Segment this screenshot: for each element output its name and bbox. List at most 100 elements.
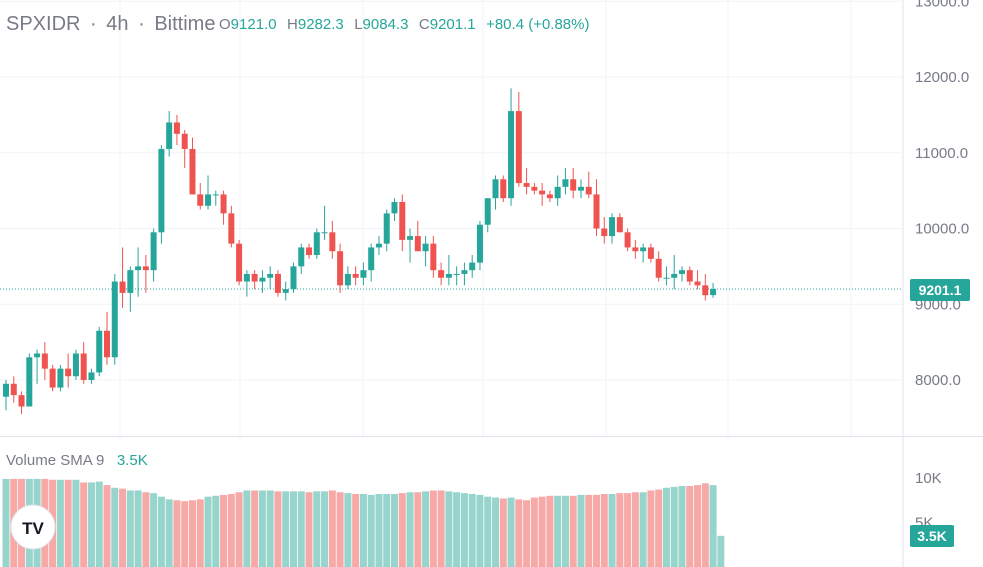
candle-down — [647, 247, 654, 259]
price-tick-label: 8000.0 — [915, 372, 961, 389]
volume-bar — [359, 494, 367, 567]
volume-bar — [445, 491, 453, 567]
candle-up — [96, 330, 103, 373]
volume-bar — [406, 492, 414, 567]
exchange-name[interactable]: Bittime — [154, 13, 215, 35]
candle-down — [632, 247, 639, 252]
candle-down — [655, 258, 662, 278]
volume-bar — [655, 489, 663, 567]
candle-up — [72, 353, 79, 377]
volume-bar — [157, 496, 165, 567]
volume-bar — [251, 490, 259, 567]
candle-down — [306, 247, 313, 256]
last-price-badge: 9201.1 — [910, 279, 970, 301]
candle-down — [539, 190, 546, 195]
interval-label[interactable]: 4h — [106, 13, 128, 35]
volume-bar — [181, 501, 189, 567]
candle-up — [166, 122, 173, 149]
candle-up — [422, 243, 429, 252]
candle-up — [375, 243, 382, 248]
candle-up — [577, 186, 584, 191]
volume-bar — [391, 494, 398, 567]
volume-bar — [383, 494, 391, 567]
candle-up — [298, 247, 305, 267]
volume-bar — [624, 493, 632, 567]
candle-down — [329, 232, 336, 252]
volume-bar — [546, 495, 554, 567]
candle-up — [710, 289, 717, 296]
candle-up — [407, 236, 414, 240]
volume-bar — [204, 496, 212, 567]
volume-bar — [554, 495, 562, 567]
candle-down — [546, 194, 553, 199]
high-value: 9282.3 — [298, 16, 344, 33]
volume-bar — [414, 492, 422, 567]
volume-bar — [686, 486, 694, 567]
candle-up — [678, 270, 685, 274]
chart-header-legend[interactable]: SPXIDR · 4h · Bittime O9121.0 H9282.3 L9… — [6, 13, 589, 35]
candle-up — [158, 148, 165, 233]
volume-bar — [670, 486, 678, 567]
candle-up — [609, 217, 616, 237]
volume-bar — [507, 497, 515, 567]
candle-up — [469, 262, 476, 271]
volume-legend[interactable]: Volume SMA 9 3.5K — [6, 452, 148, 469]
candle-down — [189, 148, 196, 195]
volume-bar — [103, 485, 111, 567]
candle-up — [290, 266, 297, 290]
candle-up — [259, 277, 266, 282]
change-value: +80.4 (+0.88%) — [486, 16, 589, 33]
volume-bar — [289, 491, 297, 567]
volume-badge-text: 3.5K — [917, 528, 947, 544]
candle-down — [430, 243, 437, 271]
open-value: 9121.0 — [231, 16, 277, 33]
candle-up — [212, 194, 219, 196]
high-label: H — [287, 16, 298, 33]
volume-bar — [694, 485, 702, 567]
candle-up — [562, 179, 569, 187]
candle-down — [531, 186, 538, 191]
candle-down — [438, 270, 445, 278]
volume-bar — [367, 494, 375, 567]
candle-down — [236, 243, 243, 282]
volume-bar — [437, 490, 445, 567]
candle-down — [10, 383, 17, 396]
candle-up — [34, 353, 41, 358]
volume-bar — [95, 481, 103, 567]
candle-down — [49, 368, 56, 388]
volume-indicator-value: 3.5K — [117, 452, 148, 469]
candle-down — [624, 232, 631, 248]
candlestick-series — [3, 88, 717, 415]
volume-value-badge: 3.5K — [910, 525, 954, 547]
candle-down — [337, 251, 344, 286]
candle-up — [492, 179, 499, 199]
volume-bar — [499, 498, 507, 567]
logo-icon: TV — [22, 519, 44, 538]
volume-bar — [313, 491, 321, 567]
candle-down — [220, 194, 227, 214]
volume-bar — [87, 482, 95, 567]
volume-bar — [282, 491, 290, 567]
tradingview-logo[interactable]: TV — [10, 504, 56, 550]
volume-bar — [142, 492, 150, 567]
price-tick-label: 13000.0 — [915, 0, 969, 10]
price-tick-label: 12000.0 — [915, 69, 969, 86]
volume-bar — [243, 490, 251, 567]
volume-bar — [173, 500, 181, 567]
separator-dot: · — [138, 13, 145, 35]
symbol-name[interactable]: SPXIDR — [6, 13, 80, 35]
volume-tick-label: 10K — [915, 470, 942, 487]
volume-bar — [258, 490, 266, 567]
candle-down — [585, 186, 592, 195]
volume-bar — [227, 494, 235, 567]
volume-bar — [476, 494, 484, 567]
volume-indicator-label[interactable]: Volume SMA 9 — [6, 452, 104, 469]
volume-bar — [80, 482, 88, 567]
candle-up — [282, 289, 289, 293]
volume-bar — [134, 490, 142, 567]
candle-up — [57, 368, 64, 388]
candle-down — [181, 133, 188, 149]
volume-bar — [111, 487, 119, 567]
